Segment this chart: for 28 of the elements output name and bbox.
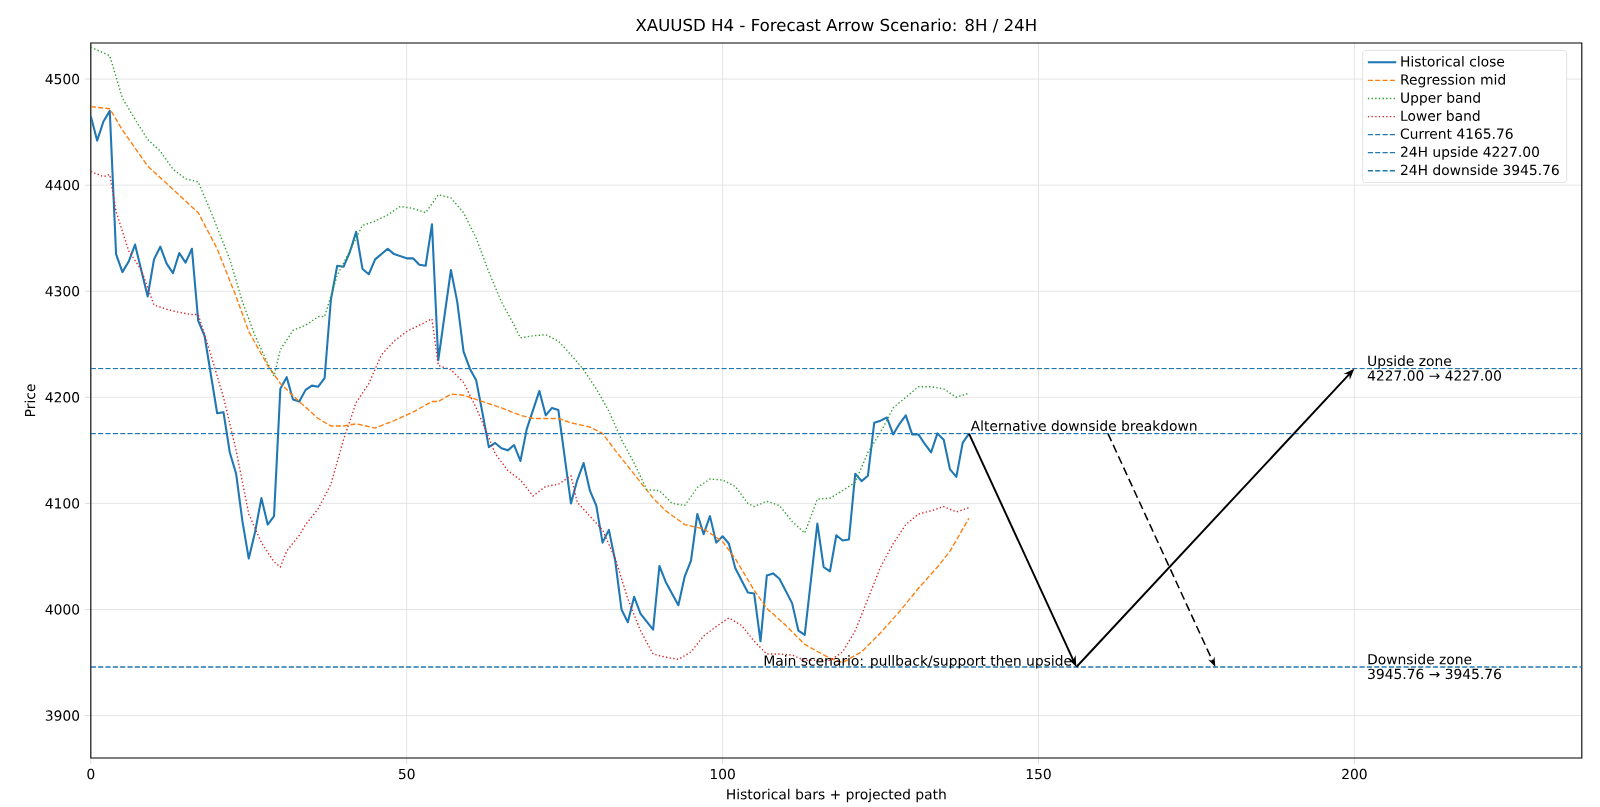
x-tick-label: 100 [710,768,735,780]
annotation: Downside zone [1368,653,1472,665]
annotation: 3945.76 → 3945.76 [1368,668,1502,680]
legend-label: Regression mid [1401,74,1505,88]
legend-label: Lower band [1401,110,1480,122]
y-tick-label: 4400 [45,180,80,191]
y-tick-label: 4000 [45,604,80,615]
y-tick-label: 4100 [45,498,80,509]
annotation: 4227.00 → 4227.00 [1367,370,1501,381]
legend-label: 24H upside 4227.00 [1401,146,1540,160]
x-tick-label: 0 [87,768,95,780]
chart-title: XAUUSD H4 - Forecast Arrow Scenario: 8H / 24H [635,18,1036,33]
y-tick-label: 4500 [45,73,80,85]
y-tick-label: 3900 [45,710,80,721]
legend-label: 24H downside 3945.76 [1401,164,1559,176]
y-tick-label: 4300 [45,286,80,297]
x-tick-label: 200 [1342,768,1367,780]
y-axis-title: Price [24,384,36,417]
annotation: Upside zone [1368,355,1452,369]
annotation: Alternative downside breakdown [970,420,1197,432]
legend-label: Historical close [1401,56,1505,67]
legend-label: Current 4165.76 [1400,128,1513,140]
legend-label: Upper band [1401,92,1480,106]
annotation: Main scenario: pullback/support then upside [764,655,1072,669]
x-tick-label: 50 [398,768,415,780]
y-tick-label: 4200 [45,392,80,403]
x-tick-label: 150 [1026,768,1051,780]
x-axis-title: Historical bars + projected path [727,788,946,803]
